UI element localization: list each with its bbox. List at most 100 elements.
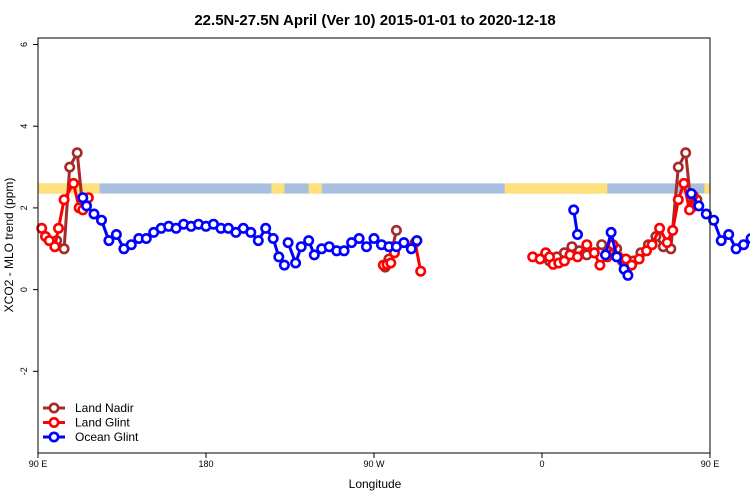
- data-point: [88, 208, 100, 220]
- data-point: [96, 214, 108, 226]
- data-point: [398, 237, 410, 249]
- data-point: [411, 235, 423, 247]
- data-point: [596, 239, 608, 251]
- data-point: [125, 239, 137, 251]
- data-point: [58, 243, 70, 255]
- chart-title: 22.5N-27.5N April (Ver 10) 2015-01-01 to…: [194, 12, 555, 29]
- y-tick-label: 0: [19, 287, 29, 292]
- data-point: [308, 249, 320, 261]
- data-point: [661, 237, 673, 249]
- data-point: [110, 229, 122, 241]
- data-point: [588, 247, 600, 259]
- data-point: [68, 177, 80, 189]
- land-segment: [579, 183, 608, 194]
- data-point: [64, 161, 76, 173]
- x-tick-label: 90 E: [701, 459, 720, 469]
- x-axis-label: Longitude: [349, 477, 402, 491]
- data-point: [260, 222, 272, 234]
- data-point: [103, 235, 115, 247]
- y-tick-label: 6: [19, 42, 29, 47]
- data-point: [295, 241, 307, 253]
- legend-item: Ocean Glint: [43, 430, 139, 444]
- series-layer: [36, 147, 750, 281]
- data-point: [594, 259, 606, 271]
- data-point: [252, 235, 264, 247]
- data-point: [303, 235, 315, 247]
- legend-item: Land Glint: [43, 416, 130, 430]
- data-point: [700, 208, 712, 220]
- legend-label: Land Nadir: [75, 401, 134, 415]
- data-point: [680, 147, 692, 159]
- data-point: [723, 229, 735, 241]
- data-point: [745, 233, 750, 244]
- x-tick-label: 90 E: [29, 459, 48, 469]
- data-point: [71, 147, 83, 159]
- data-point: [611, 251, 623, 263]
- data-point: [605, 226, 617, 238]
- data-point: [672, 194, 684, 206]
- data-point: [278, 259, 290, 271]
- land-segment: [271, 183, 285, 194]
- data-point: [353, 233, 365, 245]
- data-point: [405, 243, 417, 255]
- land-segment: [504, 183, 589, 194]
- data-point: [633, 253, 645, 265]
- data-point: [360, 241, 372, 253]
- y-axis-label: XCO2 - MLO trend (ppm): [2, 178, 16, 313]
- data-point: [245, 226, 257, 238]
- x-tick-label: 180: [198, 459, 213, 469]
- data-point: [338, 245, 350, 257]
- land-segment: [704, 183, 710, 194]
- data-point: [571, 229, 583, 241]
- y-tick-label: 4: [19, 124, 29, 129]
- legend-marker: [48, 431, 60, 443]
- data-point: [273, 251, 285, 263]
- legend-marker: [48, 416, 60, 428]
- data-point: [81, 200, 93, 212]
- legend-item: Land Nadir: [43, 401, 134, 415]
- y-axis: -2 0 2 4 6: [19, 42, 38, 375]
- data-point: [654, 222, 666, 234]
- data-point: [58, 194, 70, 206]
- ocean-band: [38, 183, 710, 194]
- land-segment: [308, 183, 322, 194]
- data-point: [708, 214, 720, 226]
- data-point: [599, 249, 611, 261]
- data-point: [683, 204, 695, 216]
- data-point: [715, 235, 727, 247]
- data-point: [140, 233, 152, 245]
- legend-marker: [48, 402, 60, 414]
- data-point: [622, 269, 634, 281]
- data-point: [693, 200, 705, 212]
- data-point: [581, 239, 593, 251]
- land-ocean-strip: [38, 183, 710, 194]
- data-point: [568, 204, 580, 216]
- data-point: [571, 251, 583, 263]
- data-point: [672, 161, 684, 173]
- y-tick-label: 2: [19, 205, 29, 210]
- data-point: [267, 233, 279, 245]
- data-point: [667, 224, 679, 236]
- legend-label: Land Glint: [75, 416, 130, 430]
- data-point: [368, 233, 380, 245]
- y-tick-label: -2: [19, 367, 29, 375]
- x-axis: 90 E 180 90 W 0 90 E: [29, 453, 720, 469]
- data-point: [685, 188, 697, 200]
- data-point: [415, 265, 427, 277]
- series-ocean-glint: [77, 188, 750, 281]
- data-point: [52, 222, 64, 234]
- data-point: [738, 239, 750, 251]
- data-point: [385, 257, 397, 269]
- data-point: [390, 224, 402, 236]
- x-tick-label: 90 W: [363, 459, 385, 469]
- series-land-glint: [36, 177, 699, 277]
- data-point: [678, 177, 690, 189]
- legend-label: Ocean Glint: [75, 430, 139, 444]
- data-point: [282, 237, 294, 249]
- data-point: [646, 239, 658, 251]
- data-point: [290, 257, 302, 269]
- data-point: [49, 241, 61, 253]
- x-tick-label: 0: [539, 459, 544, 469]
